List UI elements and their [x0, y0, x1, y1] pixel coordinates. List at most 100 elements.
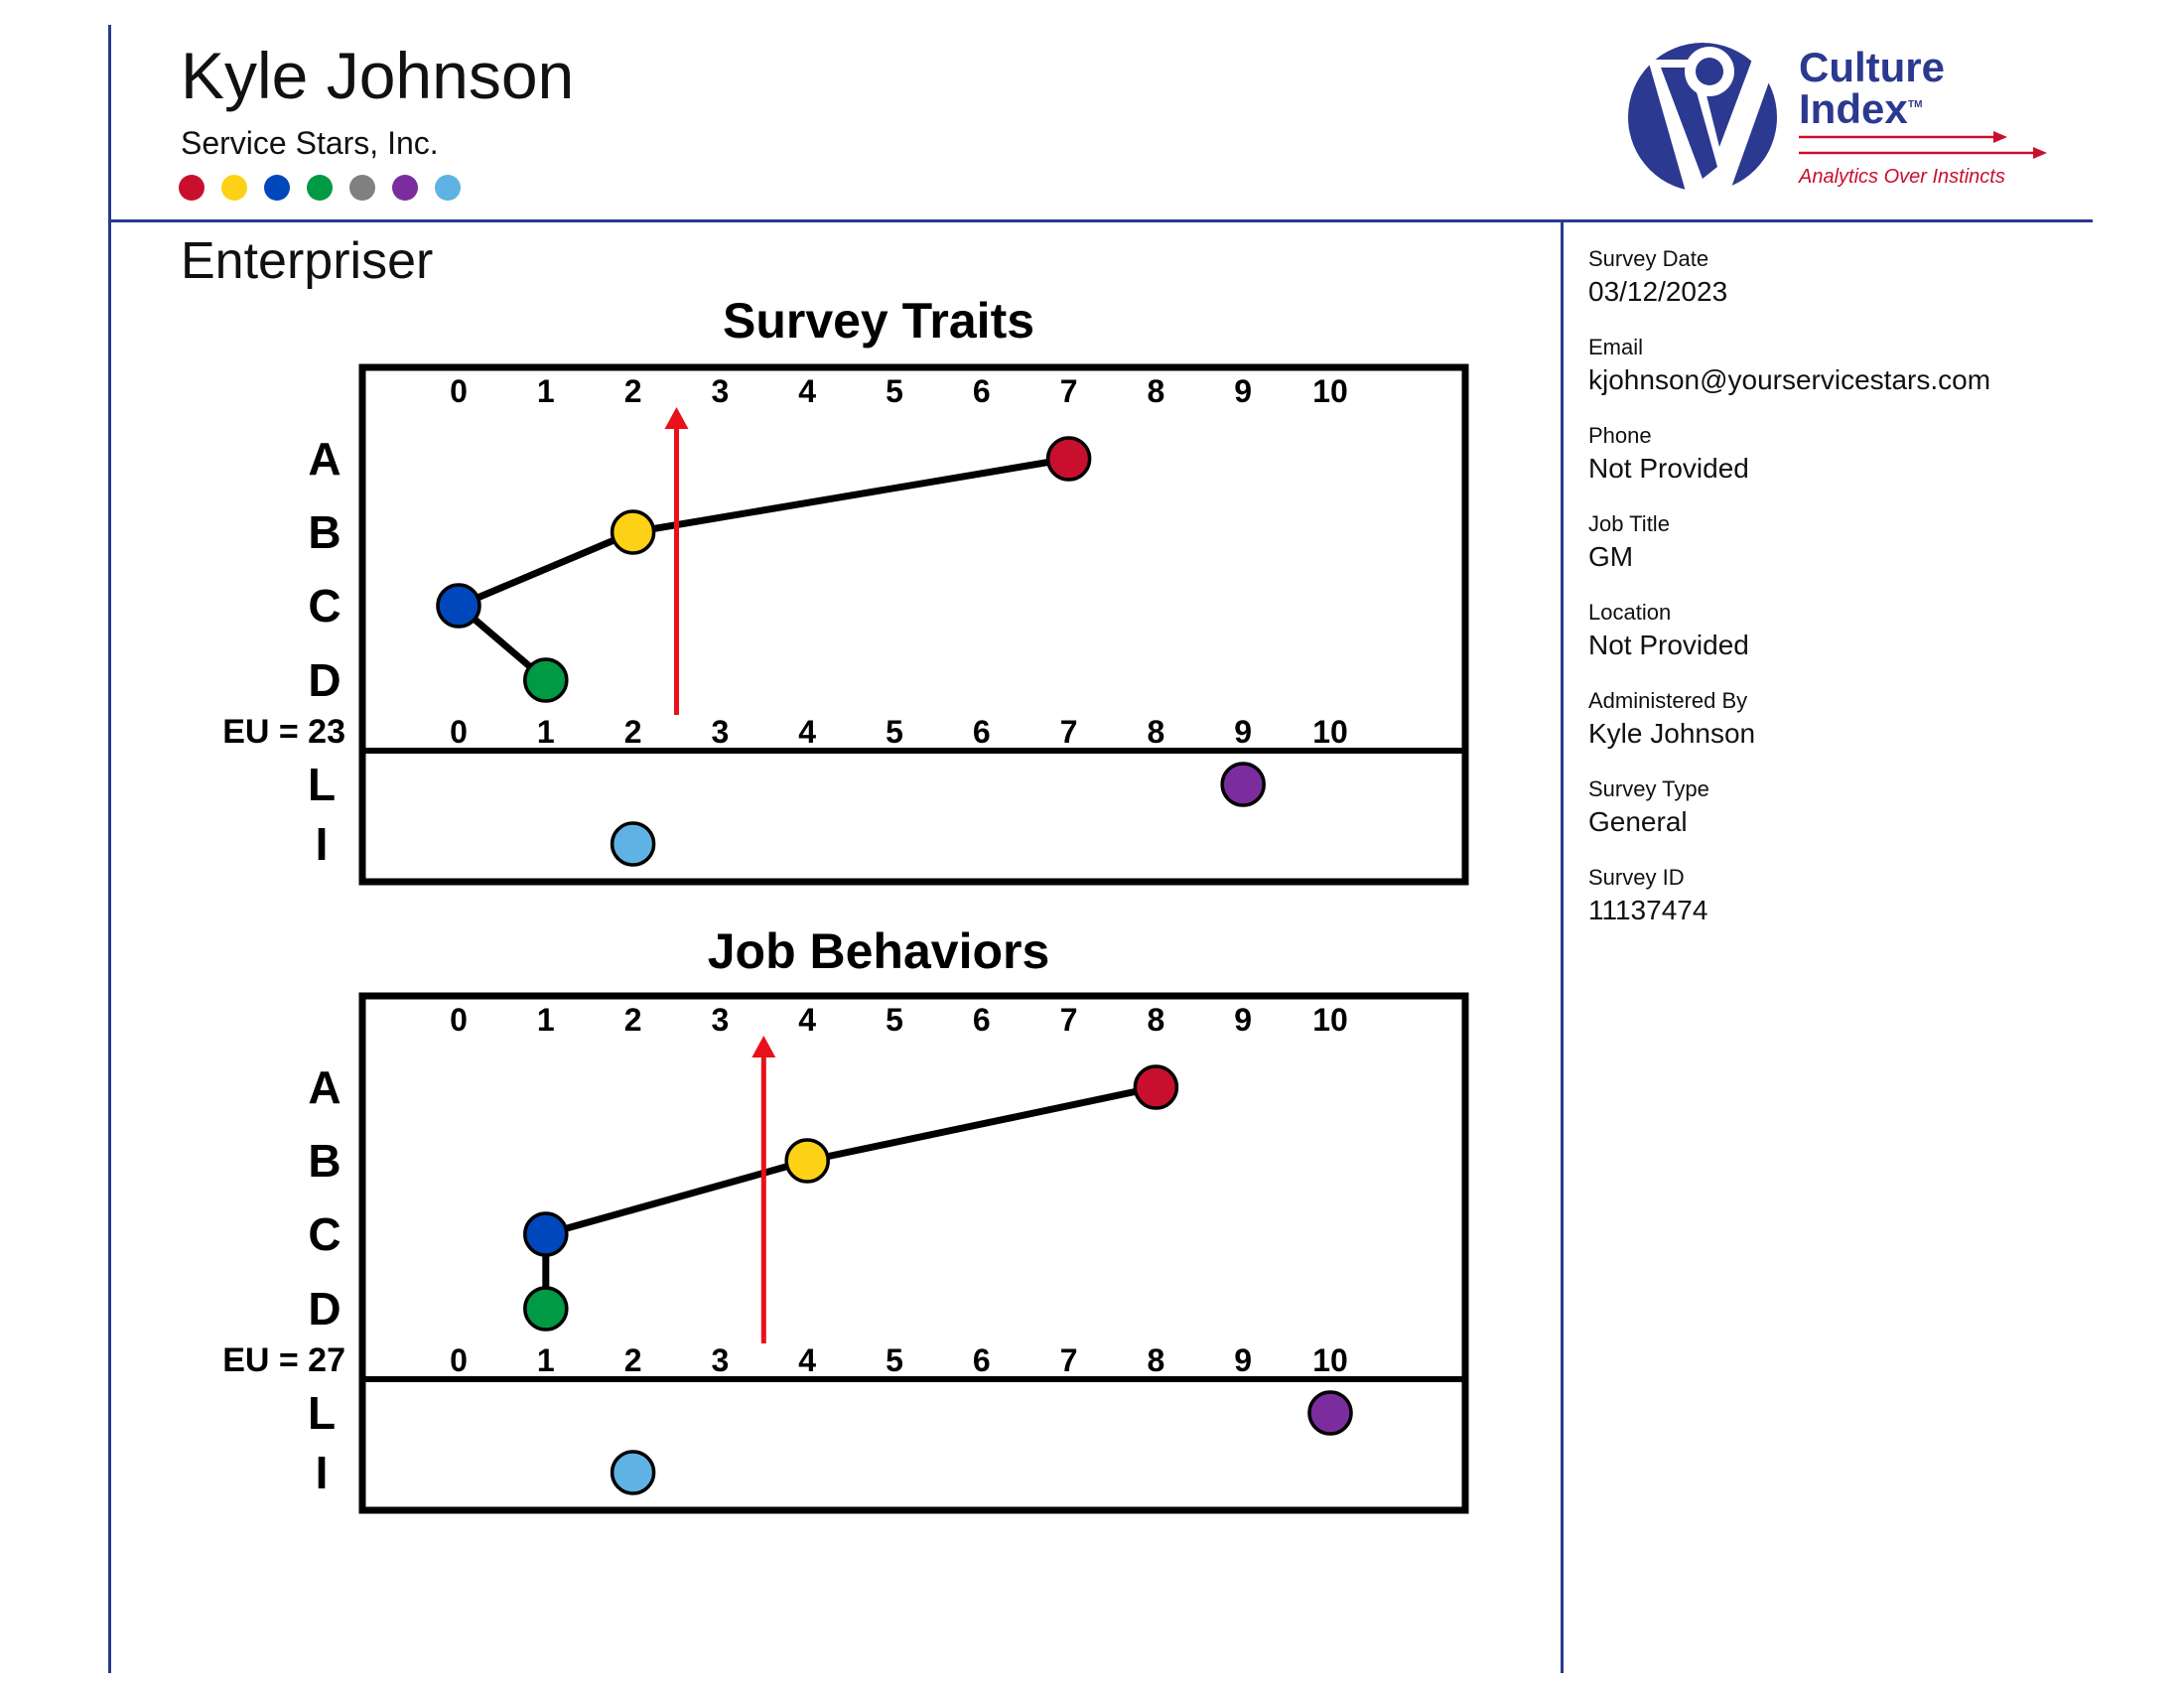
chart-2-row-label: B: [308, 1135, 341, 1187]
chart-2-norm-arrow-head: [751, 1036, 776, 1057]
chart-2-eu-label: EU = 27: [222, 1341, 345, 1379]
detail-label: Survey Date: [1588, 246, 1709, 271]
detail-label: Survey ID: [1588, 865, 1685, 890]
chart-1-frame: [358, 363, 1469, 886]
chart-1-tick-top: 5: [886, 373, 903, 409]
chart-1-row-label: A: [308, 433, 341, 485]
detail-value: General: [1588, 806, 1688, 837]
chart-2-frame: [358, 992, 1469, 1514]
chart-2-tick-top: 10: [1312, 1002, 1348, 1038]
chart-2-point-A: [1133, 1064, 1179, 1110]
chart-1-tick-top: 9: [1234, 373, 1252, 409]
chart-1-row-label: L: [308, 759, 336, 810]
color-dot: [307, 175, 333, 201]
logo-trademark: TM: [1908, 99, 1922, 110]
chart-2-row-label: C: [308, 1208, 341, 1260]
chart-1-tick-mid: 0: [450, 714, 468, 750]
logo-text-index: Index: [1799, 85, 1908, 132]
left-border-line: [108, 25, 111, 1673]
person-name: Kyle Johnson: [181, 39, 575, 112]
color-dot: [435, 175, 461, 201]
chart-2-tick-mid: 5: [886, 1342, 903, 1378]
chart-1-point-A: [1045, 436, 1092, 482]
chart-1-tick-top: 6: [973, 373, 991, 409]
chart-1-tick-top: 8: [1148, 373, 1165, 409]
chart-1-tick-mid: 8: [1148, 714, 1165, 750]
chart-2-point-L: [1307, 1390, 1353, 1436]
chart-2-tick-mid: 7: [1060, 1342, 1078, 1378]
detail-label: Job Title: [1588, 511, 1670, 536]
detail-field: Email kjohnson@yourservicestars.com: [1588, 335, 2105, 423]
chart-2-tick-top: 8: [1148, 1002, 1165, 1038]
color-dot: [392, 175, 418, 201]
culture-index-logo-icon: [1628, 43, 1777, 199]
chart-2-tick-top: 6: [973, 1002, 991, 1038]
detail-field: Survey Type General: [1588, 776, 2105, 865]
chart-2-point-I: [610, 1450, 656, 1495]
chart-2-row-label: L: [308, 1387, 336, 1439]
chart-2-tick-mid: 3: [712, 1342, 730, 1378]
detail-value: Kyle Johnson: [1588, 718, 1756, 749]
detail-value: 11137474: [1588, 895, 1708, 925]
chart-1-trait-line: [455, 455, 1070, 683]
chart-2-row-label: I: [316, 1447, 329, 1498]
detail-field: Survey Date 03/12/2023: [1588, 246, 2105, 335]
chart-1-tick-top: 3: [712, 373, 730, 409]
chart-1-norm-arrow-head: [664, 407, 689, 429]
chart-2-tick-top: 9: [1234, 1002, 1252, 1038]
logo-arrow-head-1: [1993, 131, 2007, 143]
chart-2-point-C: [523, 1211, 569, 1257]
logo-text-culture: Culture: [1799, 44, 1945, 90]
chart-2-trait-line: [542, 1083, 1158, 1309]
chart-1-tick-top: 4: [798, 373, 816, 409]
color-dot: [179, 175, 205, 201]
chart-2-row-label: D: [308, 1283, 341, 1335]
detail-field: Administered By Kyle Johnson: [1588, 688, 2105, 776]
chart-2-tick-mid: 10: [1312, 1342, 1348, 1378]
chart-1-tick-mid: 4: [798, 714, 816, 750]
chart-1-point-C: [436, 583, 481, 629]
chart-2-tick-top: 4: [798, 1002, 816, 1038]
survey-details-panel: Survey Date 03/12/2023 Email kjohnson@yours…: [1588, 246, 2105, 953]
detail-label: Location: [1588, 600, 1672, 625]
chart-2-tick-mid: 4: [798, 1342, 816, 1378]
detail-label: Administered By: [1588, 688, 1748, 713]
logo-arrow-head-2: [2033, 147, 2047, 159]
chart-1-tick-mid: 6: [973, 714, 991, 750]
chart-1-tick-mid: 3: [712, 714, 730, 750]
chart-2-title: Job Behaviors: [708, 923, 1050, 979]
chart-1-tick-mid: 1: [537, 714, 555, 750]
chart-2-point-B: [784, 1138, 830, 1184]
detail-field: Phone Not Provided: [1588, 423, 2105, 511]
color-dot: [349, 175, 375, 201]
detail-value: Not Provided: [1588, 453, 1749, 484]
chart-1-title: Survey Traits: [723, 293, 1034, 349]
company-name: Service Stars, Inc.: [181, 125, 439, 161]
chart-2-tick-mid: 1: [537, 1342, 555, 1378]
detail-label: Email: [1588, 335, 1644, 359]
chart-1-tick-top: 2: [624, 373, 642, 409]
chart-2-tick-top: 5: [886, 1002, 903, 1038]
detail-value: kjohnson@yourservicestars.com: [1588, 364, 1991, 395]
chart-1-row-label: C: [308, 580, 341, 632]
chart-2-tick-mid: 2: [624, 1342, 642, 1378]
chart-2-tick-mid: 0: [450, 1342, 468, 1378]
chart-1-eu-label: EU = 23: [222, 713, 345, 751]
chart-1-tick-top: 0: [450, 373, 468, 409]
chart-2-tick-top: 2: [624, 1002, 642, 1038]
detail-field: Job Title GM: [1588, 511, 2105, 600]
charts-area: Survey Traits001122334455667788991010ABC…: [222, 293, 1469, 1514]
color-dot: [221, 175, 247, 201]
chart-1-tick-mid: 10: [1312, 714, 1348, 750]
logo-tagline: Analytics Over Instincts: [1798, 166, 2005, 188]
chart-1-tick-top: 1: [537, 373, 555, 409]
chart-2-tick-top: 3: [712, 1002, 730, 1038]
chart-1-tick-mid: 9: [1234, 714, 1252, 750]
detail-field: Survey ID 11137474: [1588, 865, 2105, 953]
chart-1-tick-mid: 7: [1060, 714, 1078, 750]
chart-2-row-label: A: [308, 1061, 341, 1113]
chart-1-tick-mid: 2: [624, 714, 642, 750]
color-dot: [264, 175, 290, 201]
chart-1-row-label: B: [308, 506, 341, 558]
detail-value: GM: [1588, 541, 1634, 572]
